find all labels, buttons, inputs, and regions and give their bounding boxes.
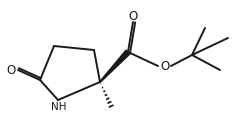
Text: O: O: [128, 10, 138, 22]
Polygon shape: [100, 50, 130, 82]
Text: NH: NH: [51, 102, 67, 112]
Text: O: O: [160, 61, 170, 73]
Text: O: O: [6, 63, 16, 76]
